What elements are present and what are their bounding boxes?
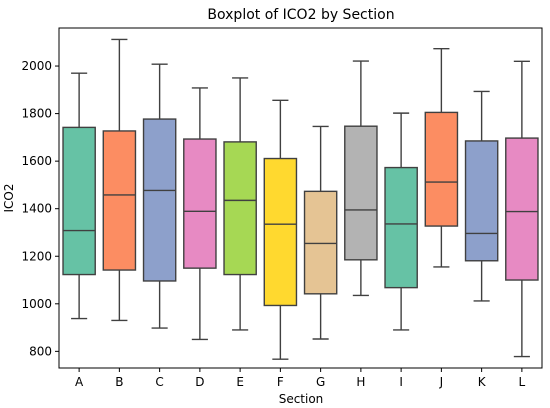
box bbox=[505, 137, 539, 281]
x-tick-label: C bbox=[155, 375, 163, 389]
y-tick-label: 2000 bbox=[21, 59, 52, 73]
box-group-e bbox=[223, 77, 257, 331]
box-group-g bbox=[303, 125, 338, 340]
plot-frame bbox=[58, 27, 543, 369]
box-group-i bbox=[384, 112, 418, 331]
x-tick-label: J bbox=[439, 375, 444, 389]
x-tick-label: A bbox=[75, 375, 84, 389]
x-tick-label: F bbox=[277, 375, 284, 389]
box-group-j bbox=[424, 47, 459, 268]
box-group-k bbox=[464, 90, 499, 302]
y-tick-label: 800 bbox=[29, 344, 52, 358]
y-axis: 800 1000 1200 1400 1600 1800 2000 bbox=[21, 59, 59, 358]
box-group-b bbox=[102, 38, 137, 322]
box bbox=[223, 141, 257, 276]
box-group-d bbox=[183, 87, 217, 341]
x-tick-label: D bbox=[195, 375, 204, 389]
box bbox=[263, 157, 298, 307]
y-tick-label: 1400 bbox=[21, 202, 52, 216]
box-group-f bbox=[263, 99, 298, 360]
x-tick-label: G bbox=[316, 375, 325, 389]
box bbox=[464, 140, 499, 262]
box-group-l bbox=[505, 60, 539, 358]
y-tick-label: 1600 bbox=[21, 154, 52, 168]
y-axis-label: ICO2 bbox=[2, 184, 16, 213]
box-group-a bbox=[62, 72, 96, 320]
x-tick-label: I bbox=[399, 375, 403, 389]
x-tick-label: H bbox=[356, 375, 365, 389]
y-tick-label: 1000 bbox=[21, 297, 52, 311]
x-tick-label: K bbox=[478, 375, 487, 389]
box bbox=[142, 118, 177, 282]
box bbox=[62, 126, 96, 276]
box bbox=[102, 130, 137, 271]
x-axis: A B C D E F G H I J K L bbox=[75, 368, 526, 389]
x-axis-label: Section bbox=[279, 392, 324, 406]
box bbox=[384, 166, 418, 289]
box-group-h bbox=[344, 60, 378, 297]
box bbox=[183, 138, 217, 269]
x-tick-label: B bbox=[115, 375, 123, 389]
box bbox=[303, 190, 338, 295]
chart-title: Boxplot of ICO2 by Section bbox=[207, 7, 394, 23]
x-tick-label: L bbox=[519, 375, 526, 389]
box bbox=[424, 111, 459, 227]
y-tick-label: 1800 bbox=[21, 107, 52, 121]
box-group-c bbox=[142, 63, 177, 329]
boxes-layer bbox=[62, 38, 539, 360]
x-tick-label: E bbox=[236, 375, 244, 389]
y-tick-label: 1200 bbox=[21, 249, 52, 263]
box bbox=[344, 125, 378, 261]
